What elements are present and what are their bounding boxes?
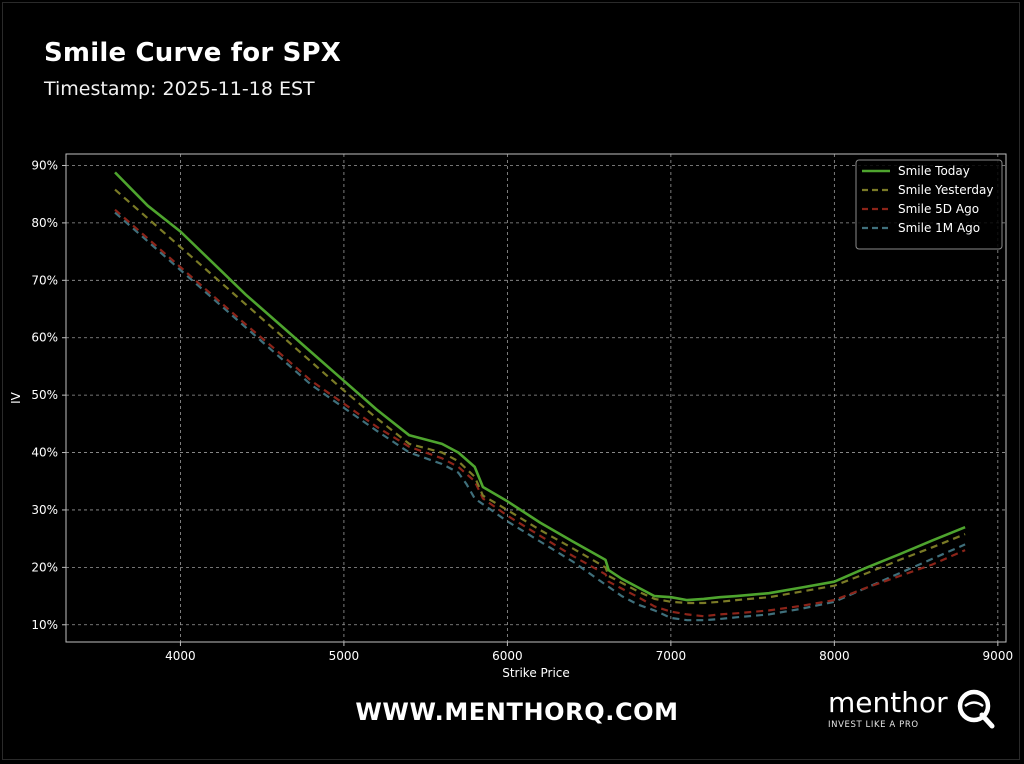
series-line-smile-today: [114, 171, 966, 602]
chart-title: Smile Curve for SPX: [44, 38, 342, 68]
y-tick-label: 90%: [31, 158, 58, 172]
series-layer: [114, 171, 966, 622]
x-tick-label: 5000: [329, 649, 360, 663]
y-tick-label: 40%: [31, 446, 58, 460]
legend-label-smile-5d-ago: Smile 5D Ago: [898, 202, 979, 216]
y-tick-label: 60%: [31, 331, 58, 345]
brand-logo-block: menthor INVEST LIKE A PRO: [828, 686, 998, 730]
chart-legend: Smile Today Smile Yesterday Smile 5D Ago Sm…: [855, 159, 1003, 250]
y-tick-label: 80%: [31, 216, 58, 230]
y-axis-label: IV: [9, 391, 23, 404]
x-tick-label: 7000: [656, 649, 687, 663]
y-tick-label: 50%: [31, 388, 58, 402]
y-tick-label: 70%: [31, 273, 58, 287]
legend-label-smile-today: Smile Today: [898, 164, 970, 178]
x-tick-label: 6000: [492, 649, 523, 663]
series-line-smile-5d-ago: [114, 208, 966, 618]
website-url: WWW.MENTHORQ.COM: [355, 698, 679, 726]
grid-layer: [66, 154, 1006, 642]
brand-name: menthor: [828, 686, 948, 719]
x-tick-label: 8000: [819, 649, 850, 663]
y-tick-label: 10%: [31, 618, 58, 632]
y-tick-label: 20%: [31, 560, 58, 574]
x-axis-label: Strike Price: [502, 666, 570, 680]
tick-layer: 4000 5000 6000 7000 8000 9000 10% 20% 30% 40% 50% 6…: [31, 158, 1013, 663]
series-line-smile-1m-ago: [114, 211, 966, 622]
q-magnifier-icon: [957, 689, 995, 729]
brand-tagline: INVEST LIKE A PRO: [828, 720, 919, 730]
y-tick-label: 30%: [31, 503, 58, 517]
series-line-smile-yesterday: [114, 188, 966, 605]
x-tick-label: 9000: [983, 649, 1014, 663]
legend-label-smile-yesterday: Smile Yesterday: [898, 183, 993, 197]
legend-label-smile-1m-ago: Smile 1M Ago: [898, 221, 980, 235]
chart-subtitle: Timestamp: 2025-11-18 EST: [44, 78, 315, 100]
x-tick-label: 4000: [165, 649, 196, 663]
plot-area-frame: [65, 153, 1007, 643]
legend-box: [855, 159, 1003, 250]
